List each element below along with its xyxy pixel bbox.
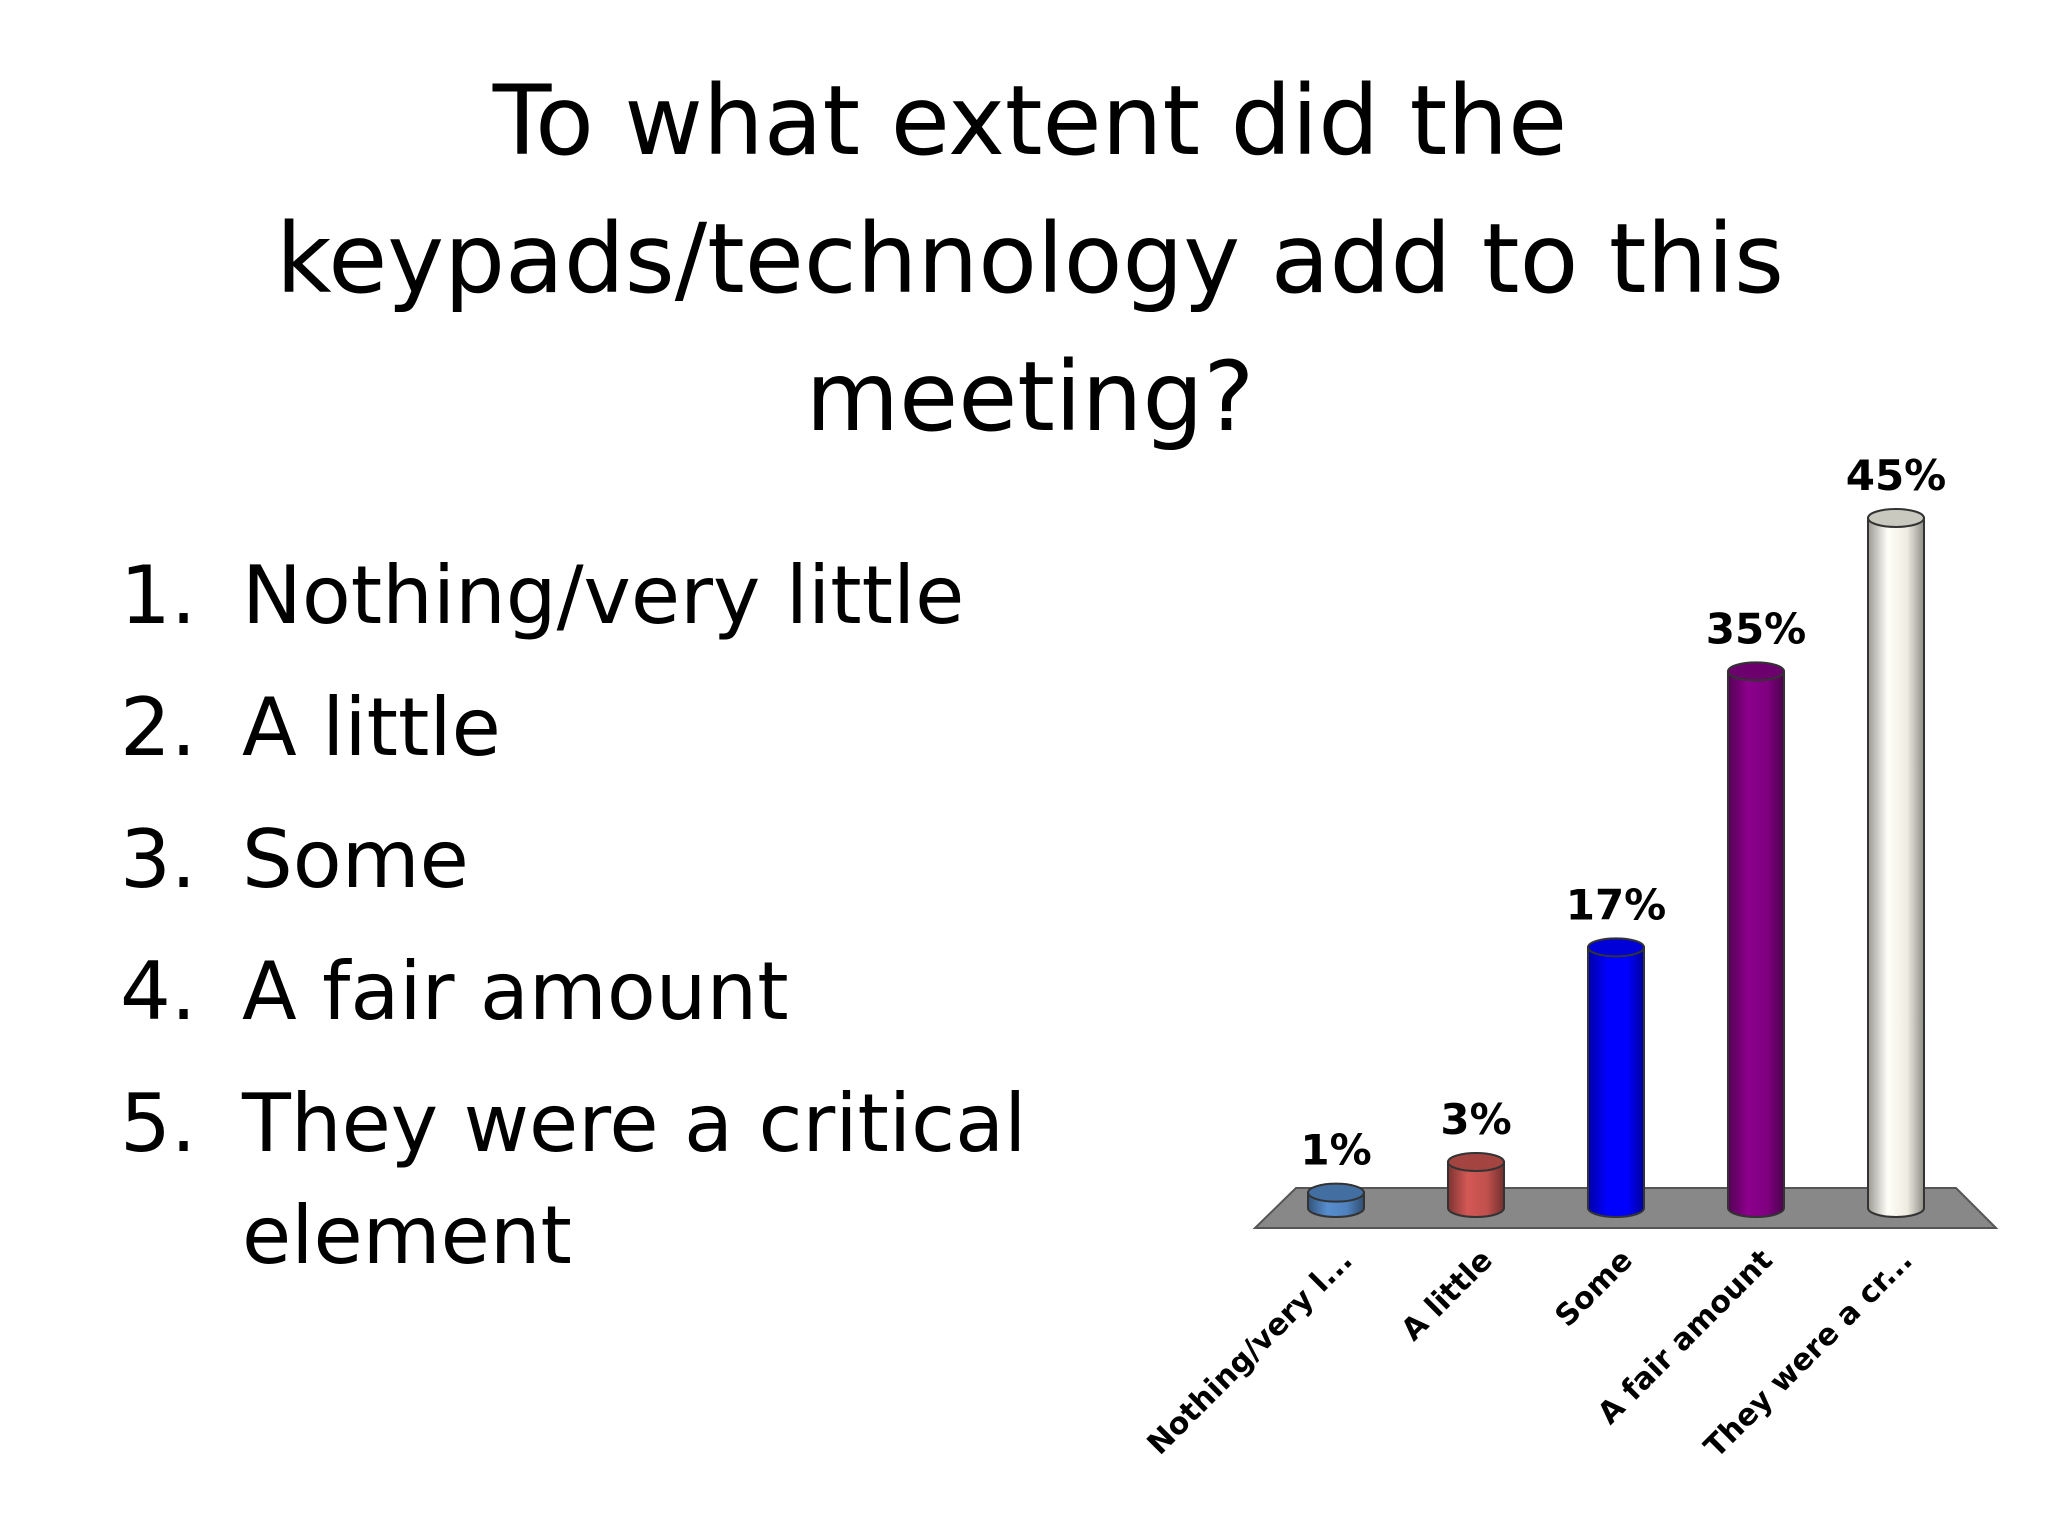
bar-top bbox=[1587, 937, 1645, 958]
option-number: 4. bbox=[120, 945, 197, 1038]
category-label: Some bbox=[1549, 1243, 1640, 1334]
bar-body bbox=[1867, 517, 1925, 1218]
data-label: 45% bbox=[1846, 451, 1947, 500]
bar-top bbox=[1867, 508, 1925, 528]
option-text: A little bbox=[242, 681, 501, 774]
bars-group bbox=[1307, 508, 1925, 1218]
bar-top bbox=[1307, 1182, 1365, 1203]
title-line-1: To what extent did the bbox=[492, 65, 1568, 177]
bar-body bbox=[1587, 946, 1645, 1218]
bar bbox=[1307, 1182, 1365, 1218]
title-line-3: meeting? bbox=[805, 341, 1255, 453]
data-label: 1% bbox=[1300, 1126, 1371, 1175]
option-number: 3. bbox=[120, 813, 197, 906]
option-number: 5. bbox=[120, 1077, 197, 1170]
answer-option-1: 1. Nothing/very little bbox=[120, 540, 1122, 652]
answer-option-5: 5. They were a critical element bbox=[120, 1068, 1122, 1292]
title-line-2: keypads/technology add to this bbox=[276, 203, 1784, 315]
option-text: They were a critical bbox=[242, 1077, 1027, 1170]
option-text: A fair amount bbox=[242, 945, 789, 1038]
bar bbox=[1587, 937, 1645, 1218]
bar-top bbox=[1447, 1152, 1505, 1172]
bar bbox=[1447, 1152, 1505, 1218]
answer-option-3: 3. Some bbox=[120, 804, 1122, 916]
option-text-continued: element bbox=[242, 1189, 572, 1282]
option-number: 2. bbox=[120, 681, 197, 774]
data-label: 17% bbox=[1566, 880, 1667, 929]
bar-top bbox=[1727, 661, 1785, 682]
data-label: 35% bbox=[1706, 604, 1807, 653]
answer-option-4: 4. A fair amount bbox=[120, 936, 1122, 1048]
value-labels-group: 1% 3% 17% 35% 45% bbox=[1300, 451, 1946, 1175]
bar bbox=[1727, 661, 1785, 1218]
answer-option-2: 2. A little bbox=[120, 672, 1122, 784]
data-label: 3% bbox=[1440, 1095, 1511, 1144]
bar-body bbox=[1447, 1161, 1505, 1218]
bar-body bbox=[1727, 670, 1785, 1218]
option-text: Nothing/very little bbox=[242, 549, 965, 642]
bar bbox=[1867, 508, 1925, 1218]
option-number: 1. bbox=[120, 549, 197, 642]
category-label: Nothing/very l... bbox=[1141, 1243, 1360, 1462]
category-label: A little bbox=[1395, 1243, 1500, 1348]
answer-options-list: 1. Nothing/very little 2. A little 3. So… bbox=[120, 540, 1122, 1312]
option-text: Some bbox=[242, 813, 469, 906]
slide-title: To what extent did the keypads/technolog… bbox=[180, 52, 1880, 466]
